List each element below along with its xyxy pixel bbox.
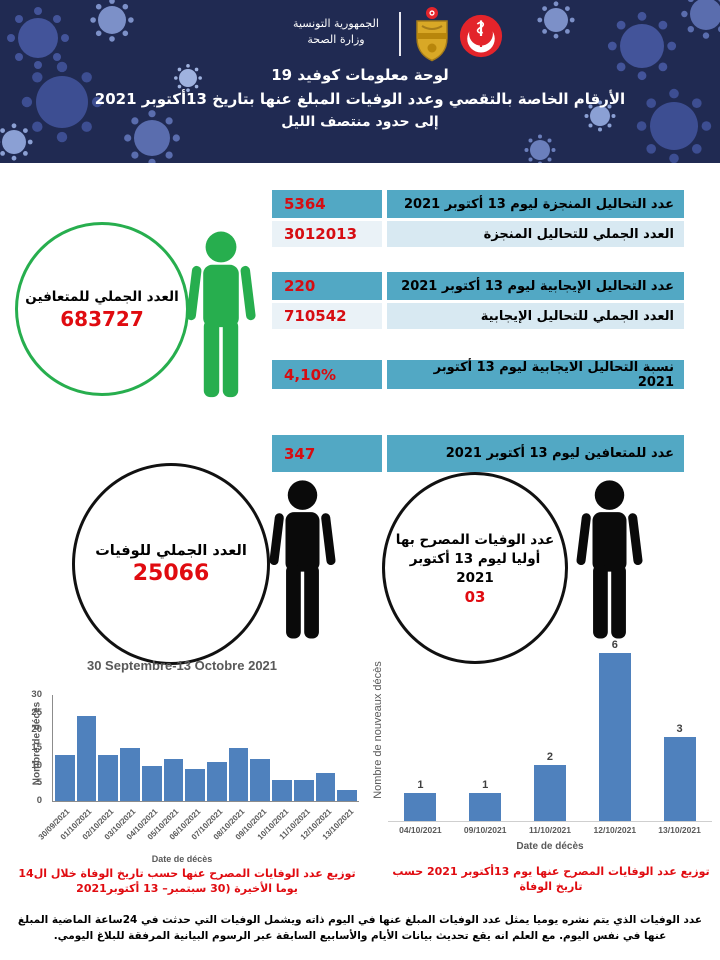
- declared-deaths-circle: عدد الوفيات المصرح بها أوليا ليوم 13 أكت…: [382, 472, 568, 664]
- positive-tests-day-label: عدد التحاليل الإيجابية ليوم 13 أكتوبر 20…: [387, 272, 684, 300]
- declared-deaths-line2: أوليا ليوم 13 أكتوبر: [409, 550, 541, 567]
- positivity-rate-value: 4,10%: [272, 360, 382, 389]
- recovered-day-value: 347: [272, 435, 382, 472]
- left-chart-y-ticks: 0 5 10 15 20 25 30: [18, 689, 48, 806]
- right-chart-x-tick: 12/10/2021: [593, 825, 637, 835]
- right-chart-bar-group: 2: [533, 751, 567, 821]
- total-recovered-circle: العدد الجملي للمتعافين 683727: [15, 222, 189, 396]
- positivity-rate-label: نسبة التحاليل الايجابية ليوم 13 أكتوبر 2…: [387, 360, 684, 390]
- right-chart-bar-group: 1: [403, 779, 437, 821]
- left-chart-bar: [98, 755, 119, 801]
- right-chart-bar-group: 3: [663, 723, 697, 821]
- left-chart-y-tick: 10: [31, 759, 42, 771]
- header-banner: الجمهورية التونسية وزارة الصحة لوحة معلو…: [0, 0, 720, 163]
- right-chart-bar-group: 6: [598, 639, 632, 821]
- left-chart-bar: [141, 766, 162, 801]
- tests-done-day-label: عدد التحاليل المنجزة ليوم 13 أكتوبر 2021: [387, 190, 684, 218]
- gov-line2: وزارة الصحة: [307, 33, 365, 46]
- government-title: الجمهورية التونسية وزارة الصحة: [282, 16, 390, 48]
- left-chart-plot-area: [52, 695, 359, 802]
- total-recovered-value: 683727: [60, 306, 144, 331]
- left-chart-y-tick: 30: [31, 689, 42, 700]
- tunisia-coat-of-arms-icon: [416, 7, 448, 62]
- total-deaths-label: العدد الجملي للوفيات: [95, 543, 247, 559]
- right-chart-plot-area: 1 1 2 6 3: [388, 639, 712, 822]
- header-separator-line: [399, 12, 401, 56]
- declared-deaths-line3: 2021: [456, 569, 494, 586]
- right-chart-bar-value-label: 3: [676, 723, 683, 735]
- ministry-of-health-logo-icon: [459, 14, 503, 58]
- left-chart-y-tick: 5: [36, 777, 42, 789]
- left-chart-y-tick: 15: [31, 742, 42, 753]
- right-chart-x-ticks: 04/10/2021 09/10/2021 11/10/2021 12/10/2021…: [388, 825, 712, 835]
- left-chart-title: 30 Septembre-13 Octobre 2021: [86, 658, 278, 673]
- dashboard-title-line3: إلى حدود منتصف الليل: [281, 114, 439, 130]
- right-chart-caption: توزيع عدد الوفايات المصرح عنها يوم 13أكت…: [392, 865, 710, 893]
- right-chart-bar-value-label: 6: [611, 639, 618, 651]
- right-chart-x-tick: 11/10/2021: [528, 825, 572, 835]
- positive-tests-total-label: العدد الجملي للتحاليل الإيجابية: [387, 303, 684, 329]
- tests-done-day-value: 5364: [272, 190, 382, 218]
- deaths-by-date-bar-chart: Nombre de nouveaux décès 1 1 2 6 3 04/10/202…: [352, 628, 720, 868]
- left-chart-x-axis-label: Date de décès: [151, 854, 213, 864]
- left-chart-y-tick: 0: [36, 795, 42, 806]
- deaths-person-icon-right: [573, 477, 646, 647]
- left-chart-bar: [55, 755, 75, 801]
- left-chart-y-tick: 20: [31, 724, 42, 736]
- gov-line1: الجمهورية التونسية: [293, 17, 379, 30]
- left-chart-x-ticks: 30/09/2021 01/10/2021 02/10/2021 03/10/2021…: [37, 805, 358, 857]
- left-chart-bar: [293, 780, 314, 801]
- total-deaths-circle: العدد الجملي للوفيات 25066: [72, 463, 270, 665]
- dashboard-title-line2: الأرقام الخاصة بالتقصي وعدد الوفيات المب…: [94, 90, 626, 108]
- right-chart-x-tick: 13/10/2021: [658, 825, 701, 835]
- recovered-day-label: عدد للمتعافين ليوم 13 أكتوبر 2021: [387, 435, 684, 472]
- total-recovered-label: العدد الجملي للمتعافين: [25, 288, 179, 305]
- deaths-14days-bar-chart: 30 Septembre-13 Octobre 2021 Nombre de d…: [12, 658, 359, 958]
- total-deaths-value: 25066: [132, 561, 210, 586]
- left-chart-bar: [272, 780, 292, 801]
- left-chart-bar: [163, 759, 184, 801]
- dashboard-title-line1: لوحة معلومات كوفيد 19: [271, 66, 449, 84]
- left-chart-bar: [185, 769, 206, 801]
- declared-deaths-line1: عدد الوفيات المصرح بها: [395, 531, 555, 548]
- left-chart-bar: [228, 748, 249, 801]
- right-chart-bar: [533, 765, 566, 821]
- methodology-footnote: عدد الوفيات الذي يتم نشره يوميا يمثل عدد…: [17, 914, 703, 942]
- recovered-person-icon: [183, 228, 259, 406]
- right-chart-bar: [598, 653, 631, 821]
- right-chart-bar: [404, 793, 437, 821]
- right-chart-bar: [663, 737, 696, 821]
- right-chart-bar: [469, 793, 502, 821]
- deaths-person-icon-left: [266, 477, 339, 647]
- left-chart-y-tick: 25: [31, 706, 42, 718]
- right-chart-y-axis-label: Nombre de nouveaux décès: [372, 661, 384, 799]
- positive-tests-total-value: 710542: [272, 303, 382, 329]
- declared-deaths-value: 03: [464, 587, 486, 606]
- right-chart-x-tick: 09/10/2021: [463, 825, 507, 835]
- right-chart-bar-value-label: 2: [546, 751, 554, 763]
- tests-done-total-value: 3012013: [272, 221, 382, 247]
- left-chart-bar: [76, 716, 97, 801]
- left-chart-bar: [315, 773, 336, 801]
- right-chart-bar-group: 1: [468, 779, 502, 821]
- right-chart-bar-value-label: 1: [417, 779, 424, 791]
- right-chart-x-tick: 04/10/2021: [399, 825, 442, 835]
- left-chart-bar: [337, 790, 358, 801]
- right-chart-bar-value-label: 1: [482, 779, 489, 791]
- positive-tests-day-value: 220: [272, 272, 382, 300]
- right-chart-x-axis-label: Date de décès: [516, 841, 584, 852]
- left-chart-caption: توزيع عدد الوفايات المصرح عنها حسب تاريخ…: [18, 867, 356, 895]
- left-chart-bar: [250, 759, 271, 801]
- left-chart-bar: [120, 748, 140, 801]
- tests-done-total-label: العدد الجملي للتحاليل المنجزة: [387, 221, 684, 247]
- left-chart-bar: [207, 762, 227, 801]
